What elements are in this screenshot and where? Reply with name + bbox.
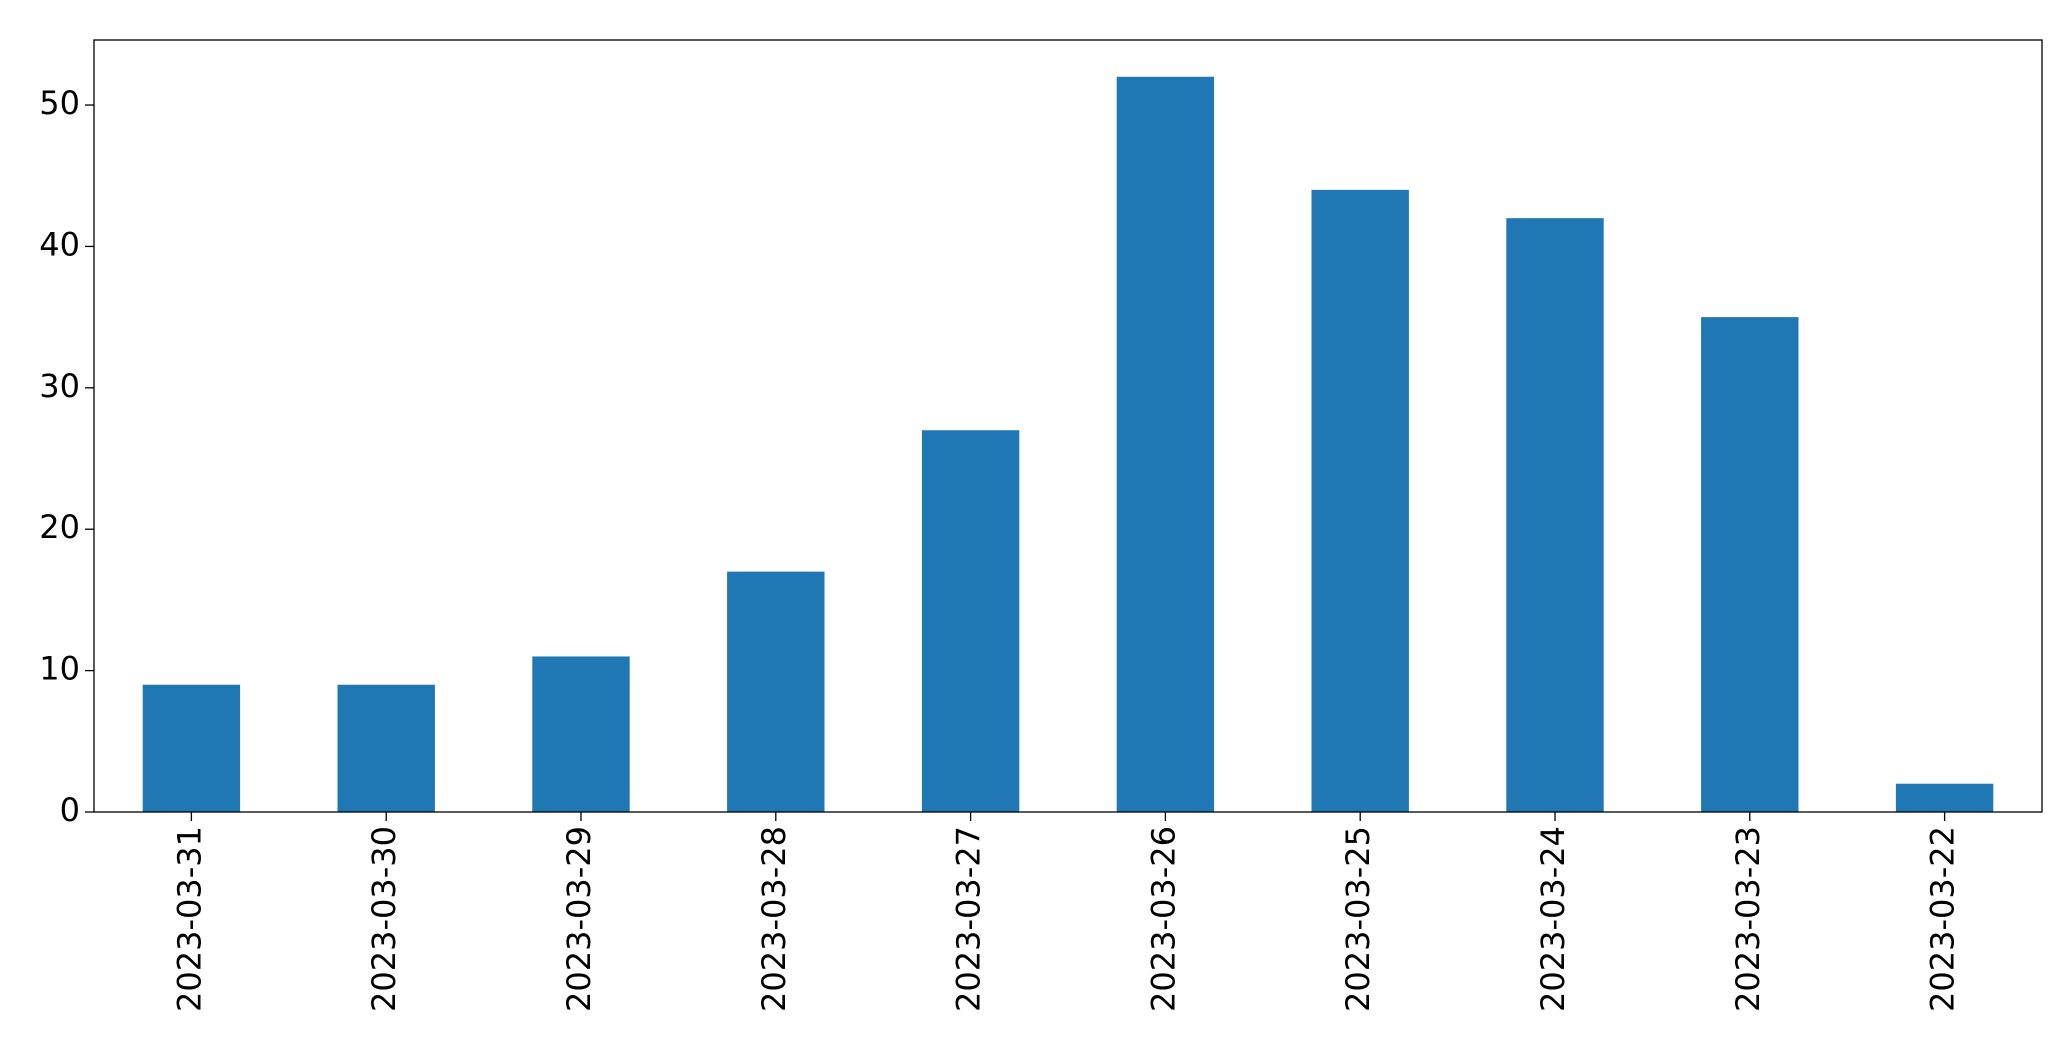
- x-tick-label: 2023-03-31: [170, 826, 208, 1012]
- x-tick-label: 2023-03-29: [560, 826, 598, 1012]
- bar: [532, 656, 630, 812]
- x-tick-label: 2023-03-27: [950, 826, 988, 1012]
- bar: [1895, 783, 1994, 812]
- x-tick-label: 2023-03-28: [755, 826, 793, 1012]
- y-tick-label: 0: [60, 791, 80, 829]
- x-tick-label: 2023-03-26: [1144, 826, 1182, 1012]
- x-tick-label: 2023-03-22: [1924, 826, 1962, 1012]
- plot-frame: [93, 39, 2043, 813]
- x-tick-label: 2023-03-25: [1339, 826, 1377, 1012]
- y-tick-label: 40: [39, 225, 80, 263]
- bar: [1311, 189, 1409, 812]
- bar: [921, 430, 1020, 812]
- y-tick-label: 30: [39, 367, 80, 405]
- bar: [1701, 317, 1799, 812]
- x-tick-label: 2023-03-23: [1729, 826, 1767, 1012]
- y-tick-label: 50: [39, 84, 80, 122]
- bar: [337, 684, 435, 812]
- bar: [1116, 76, 1215, 812]
- bar: [1506, 218, 1604, 813]
- x-tick-label: 2023-03-30: [365, 826, 403, 1012]
- bar: [142, 684, 241, 812]
- x-tick-label: 2023-03-24: [1534, 826, 1572, 1012]
- y-tick-label: 10: [39, 650, 80, 688]
- y-tick-label: 20: [39, 508, 80, 546]
- bar: [727, 571, 825, 812]
